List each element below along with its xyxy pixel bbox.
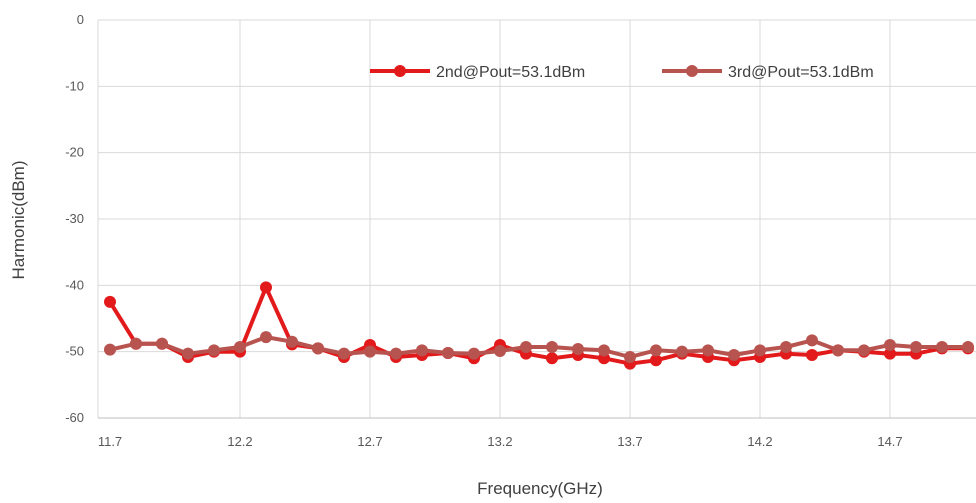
y-axis-title: Harmonic(dBm): [9, 160, 28, 279]
y-tick-label: 0: [77, 12, 84, 27]
series-line: [108, 285, 968, 366]
y-tick-label: -40: [65, 277, 84, 292]
data-point: [572, 343, 584, 356]
data-point: [728, 348, 740, 361]
x-tick-label: 12.7: [357, 434, 382, 449]
data-point: [364, 345, 376, 358]
legend-label: 2nd@Pout=53.1dBm: [436, 64, 585, 81]
data-point: [260, 331, 272, 344]
data-point: [338, 347, 350, 360]
data-point: [936, 341, 948, 354]
data-point: [156, 337, 168, 350]
data-point: [702, 344, 714, 357]
y-tick-label: -10: [65, 78, 84, 93]
data-point: [650, 354, 662, 367]
data-point: [208, 344, 220, 357]
y-tick-label: -50: [65, 344, 84, 359]
data-point: [910, 341, 922, 354]
data-point: [624, 350, 636, 363]
data-point: [754, 344, 766, 357]
data-point: [130, 337, 142, 350]
y-axis-ticks: 0 -10 -20 -30 -40 -50 -60: [65, 12, 84, 425]
data-point: [806, 348, 818, 361]
data-point: [104, 343, 116, 356]
data-point: [416, 344, 428, 357]
data-point: [312, 342, 324, 355]
data-point: [858, 344, 870, 357]
data-point: [390, 347, 402, 360]
y-tick-label: -20: [65, 145, 84, 160]
data-point: [832, 344, 844, 357]
x-tick-label: 13.2: [487, 434, 512, 449]
legend-marker: [394, 65, 406, 77]
data-point: [520, 341, 532, 354]
series-line: [109, 335, 968, 359]
y-tick-label: -30: [65, 211, 84, 226]
x-tick-label: 11.7: [98, 434, 122, 449]
legend-marker: [686, 65, 698, 77]
data-point: [468, 347, 480, 360]
data-point: [286, 335, 298, 348]
data-point: [962, 341, 974, 354]
legend-label: 3rd@Pout=53.1dBm: [728, 64, 874, 81]
data-point: [182, 347, 194, 360]
series-1: [104, 281, 974, 370]
data-point: [546, 341, 558, 354]
x-axis-ticks: 11.7 12.2 12.7 13.2 13.7 14.2 14.7: [98, 434, 903, 449]
x-axis-title: Frequency(GHz): [477, 479, 603, 498]
x-tick-label: 13.7: [617, 434, 642, 449]
data-point: [806, 334, 818, 347]
data-point: [104, 295, 116, 308]
data-point: [234, 341, 246, 354]
data-point: [650, 344, 662, 357]
legend: 2nd@Pout=53.1dBm 3rd@Pout=53.1dBm: [370, 64, 874, 81]
y-tick-label: -60: [65, 410, 84, 425]
data-point: [546, 352, 558, 365]
data-point: [442, 346, 454, 359]
x-tick-label: 14.7: [877, 434, 902, 449]
data-point: [494, 345, 506, 358]
legend-item-2: 3rd@Pout=53.1dBm: [662, 64, 874, 81]
data-point: [884, 347, 896, 360]
data-point: [598, 344, 610, 357]
x-tick-label: 14.2: [747, 434, 772, 449]
series-2: [104, 331, 974, 363]
legend-item-1: 2nd@Pout=53.1dBm: [370, 64, 585, 81]
data-point: [676, 345, 688, 358]
data-point: [780, 341, 792, 354]
series-lines: [104, 281, 974, 370]
data-point: [884, 339, 896, 352]
data-point: [260, 281, 272, 294]
x-tick-label: 12.2: [227, 434, 252, 449]
